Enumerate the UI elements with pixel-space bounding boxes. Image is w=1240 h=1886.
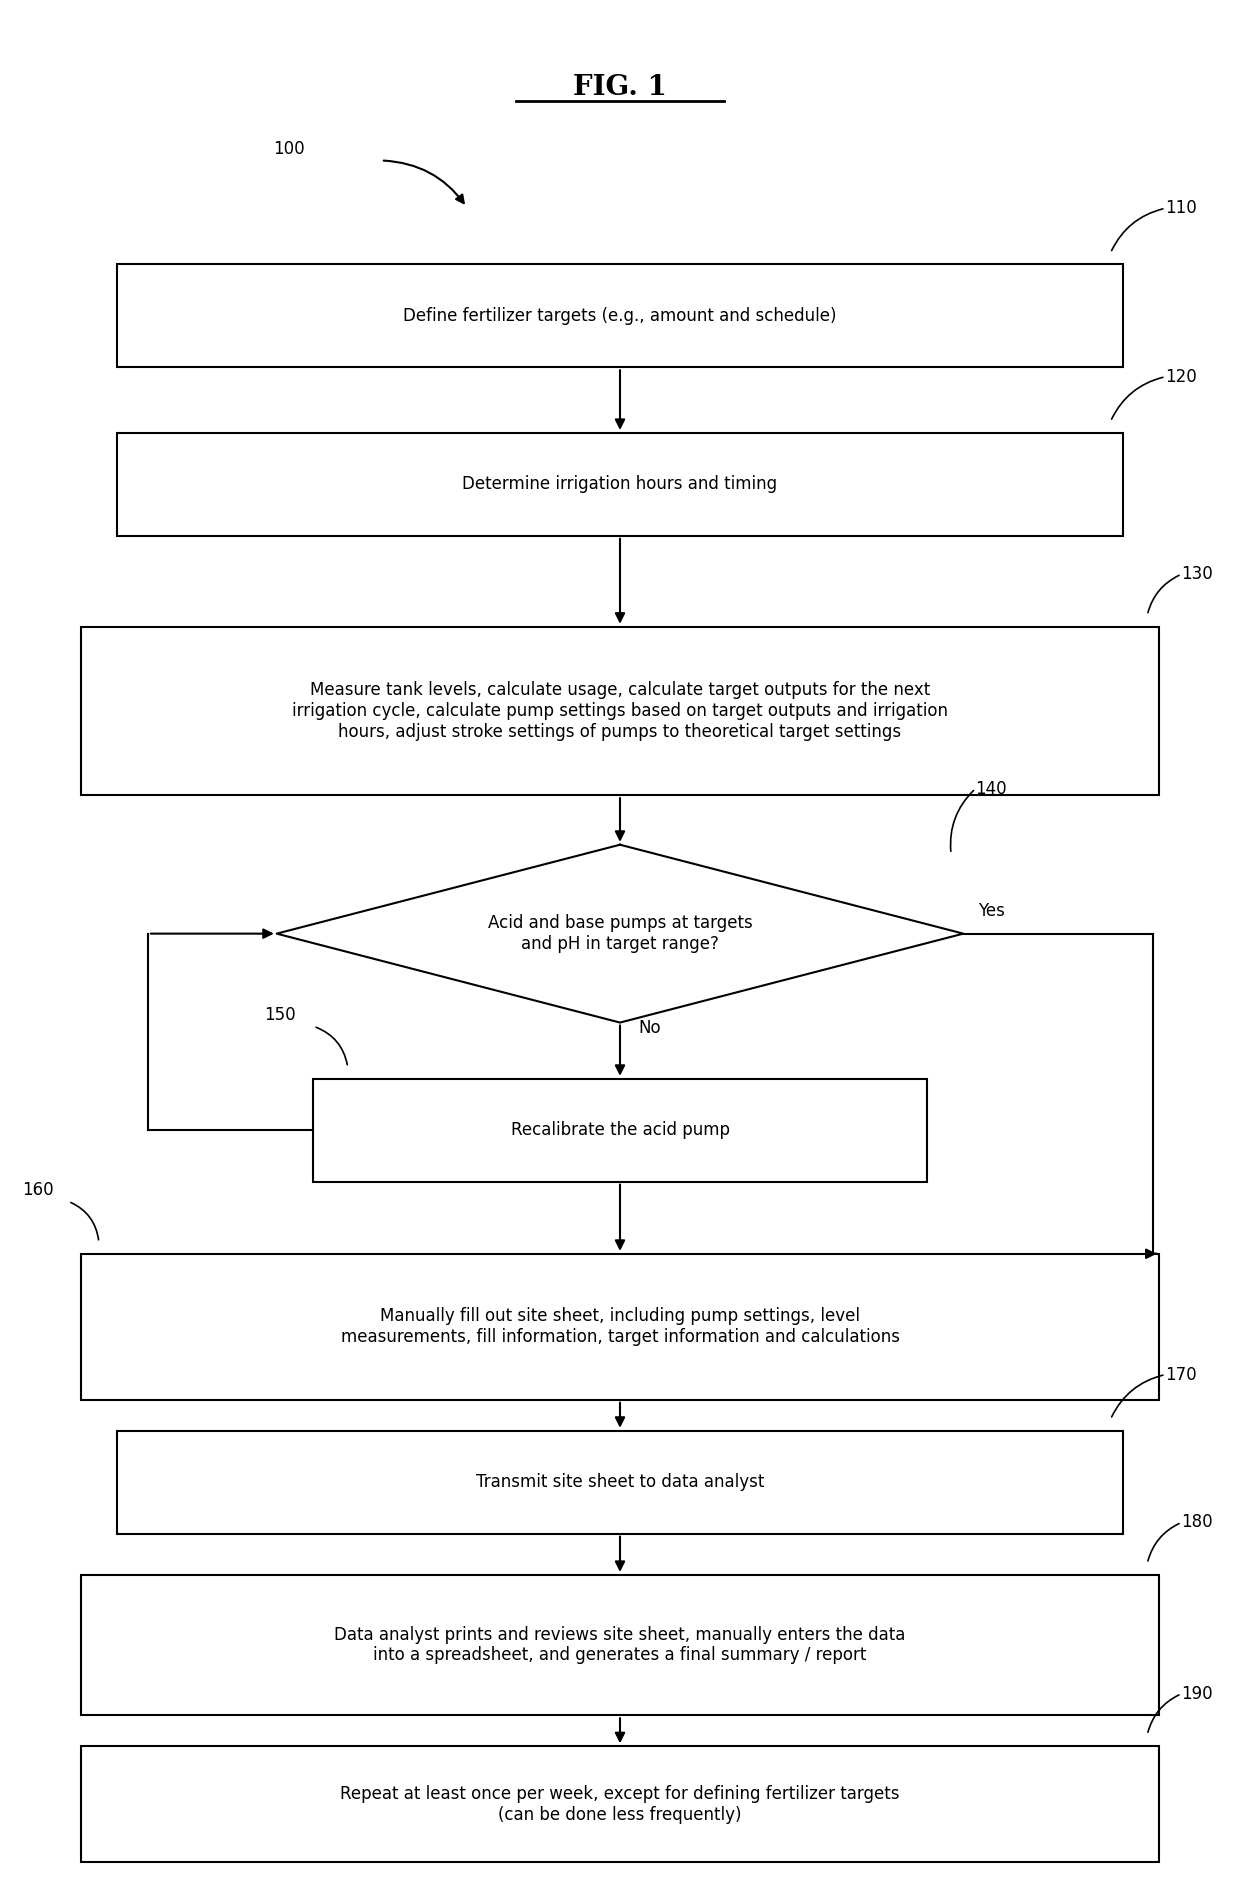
Text: Repeat at least once per week, except for defining fertilizer targets
(can be do: Repeat at least once per week, except fo…	[340, 1784, 900, 1824]
Text: Acid and base pumps at targets
and pH in target range?: Acid and base pumps at targets and pH in…	[487, 915, 753, 952]
FancyBboxPatch shape	[81, 1746, 1159, 1861]
FancyBboxPatch shape	[118, 264, 1122, 368]
Text: No: No	[639, 1018, 661, 1037]
Text: Define fertilizer targets (e.g., amount and schedule): Define fertilizer targets (e.g., amount …	[403, 307, 837, 324]
Text: 180: 180	[1182, 1513, 1213, 1531]
Text: Manually fill out site sheet, including pump settings, level
measurements, fill : Manually fill out site sheet, including …	[341, 1307, 899, 1347]
Text: Yes: Yes	[978, 902, 1004, 920]
Text: Measure tank levels, calculate usage, calculate target outputs for the next
irri: Measure tank levels, calculate usage, ca…	[291, 681, 949, 741]
Text: Data analyst prints and reviews site sheet, manually enters the data
into a spre: Data analyst prints and reviews site she…	[335, 1626, 905, 1665]
FancyBboxPatch shape	[81, 1575, 1159, 1714]
Text: 120: 120	[1166, 368, 1198, 385]
FancyBboxPatch shape	[314, 1079, 926, 1183]
Text: 110: 110	[1166, 200, 1198, 217]
Text: 160: 160	[21, 1181, 53, 1199]
FancyBboxPatch shape	[81, 626, 1159, 796]
Text: Recalibrate the acid pump: Recalibrate the acid pump	[511, 1120, 729, 1139]
Text: 140: 140	[976, 779, 1007, 798]
Text: Transmit site sheet to data analyst: Transmit site sheet to data analyst	[476, 1473, 764, 1492]
FancyBboxPatch shape	[118, 434, 1122, 536]
Text: 150: 150	[264, 1005, 296, 1024]
Text: Determine irrigation hours and timing: Determine irrigation hours and timing	[463, 475, 777, 494]
Text: 130: 130	[1182, 566, 1213, 583]
Text: 100: 100	[273, 140, 305, 158]
FancyBboxPatch shape	[118, 1431, 1122, 1533]
Text: 190: 190	[1182, 1684, 1213, 1703]
Text: FIG. 1: FIG. 1	[573, 74, 667, 102]
FancyBboxPatch shape	[81, 1254, 1159, 1399]
Text: 170: 170	[1166, 1365, 1198, 1384]
